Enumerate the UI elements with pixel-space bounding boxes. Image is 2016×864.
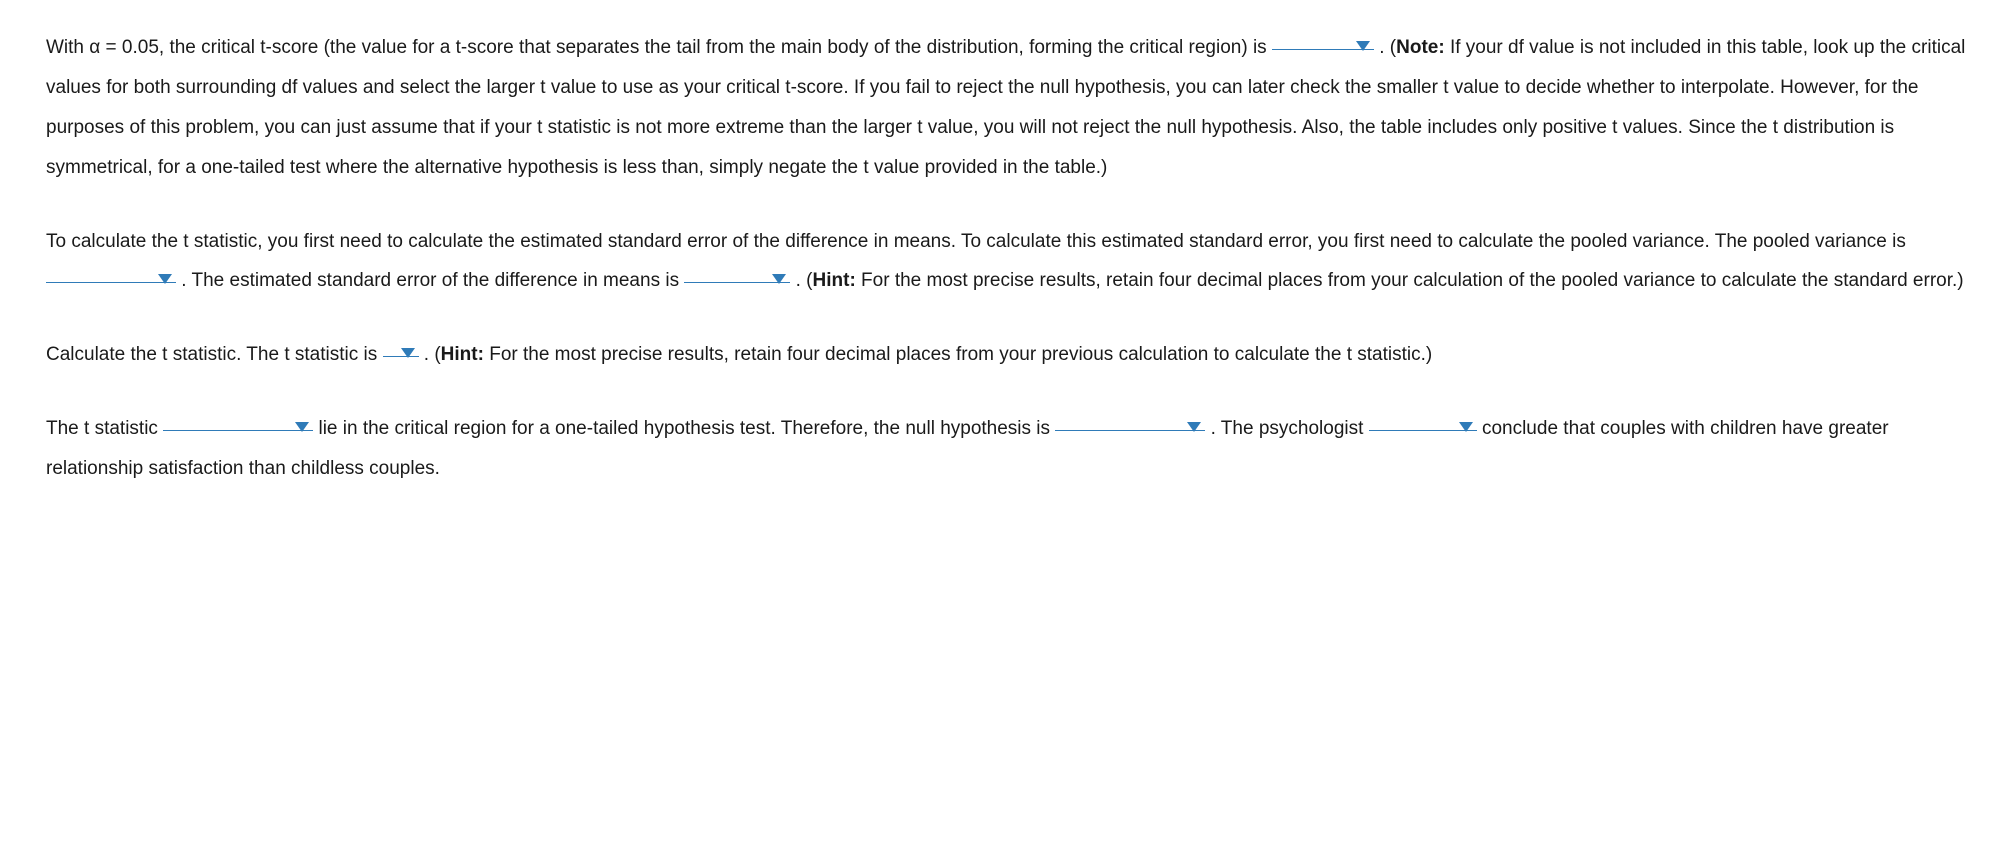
text-segment: With α = 0.05, the critical t-score (the… bbox=[46, 37, 1272, 58]
paragraph-pooled-variance: To calculate the t statistic, you first … bbox=[46, 222, 1970, 302]
text-segment: For the most precise results, retain fou… bbox=[484, 344, 1432, 365]
dropdown-null-decision[interactable] bbox=[1055, 409, 1205, 431]
text-segment: lie in the critical region for a one-tai… bbox=[313, 418, 1055, 439]
text-segment: . ( bbox=[419, 344, 441, 365]
dropdown-standard-error[interactable] bbox=[684, 261, 790, 283]
chevron-down-icon bbox=[1356, 41, 1370, 51]
paragraph-conclusion: The t statistic lie in the critical regi… bbox=[46, 409, 1970, 489]
text-segment: . ( bbox=[1374, 37, 1396, 58]
text-segment: If your df value is not included in this… bbox=[46, 37, 1965, 178]
text-segment: The t statistic bbox=[46, 418, 163, 439]
dropdown-pooled-variance[interactable] bbox=[46, 261, 176, 283]
text-segment: Calculate the t statistic. The t statist… bbox=[46, 344, 383, 365]
chevron-down-icon bbox=[772, 274, 786, 284]
dropdown-critical-t-score[interactable] bbox=[1272, 28, 1374, 50]
dropdown-psychologist-conclusion[interactable] bbox=[1369, 409, 1477, 431]
dropdown-t-statistic[interactable] bbox=[383, 335, 419, 357]
text-segment: . The psychologist bbox=[1205, 418, 1368, 439]
chevron-down-icon bbox=[295, 422, 309, 432]
text-segment: . The estimated standard error of the di… bbox=[176, 270, 684, 291]
hint-label: Hint: bbox=[441, 344, 484, 365]
text-segment: . ( bbox=[790, 270, 812, 291]
chevron-down-icon bbox=[401, 348, 415, 358]
dropdown-t-in-region[interactable] bbox=[163, 409, 313, 431]
hint-label: Hint: bbox=[813, 270, 856, 291]
text-segment: For the most precise results, retain fou… bbox=[856, 270, 1964, 291]
text-segment: To calculate the t statistic, you first … bbox=[46, 231, 1906, 252]
chevron-down-icon bbox=[1187, 422, 1201, 432]
paragraph-t-statistic: Calculate the t statistic. The t statist… bbox=[46, 335, 1970, 375]
chevron-down-icon bbox=[1459, 422, 1473, 432]
note-label: Note: bbox=[1396, 37, 1445, 58]
chevron-down-icon bbox=[158, 274, 172, 284]
paragraph-critical-t: With α = 0.05, the critical t-score (the… bbox=[46, 28, 1970, 188]
